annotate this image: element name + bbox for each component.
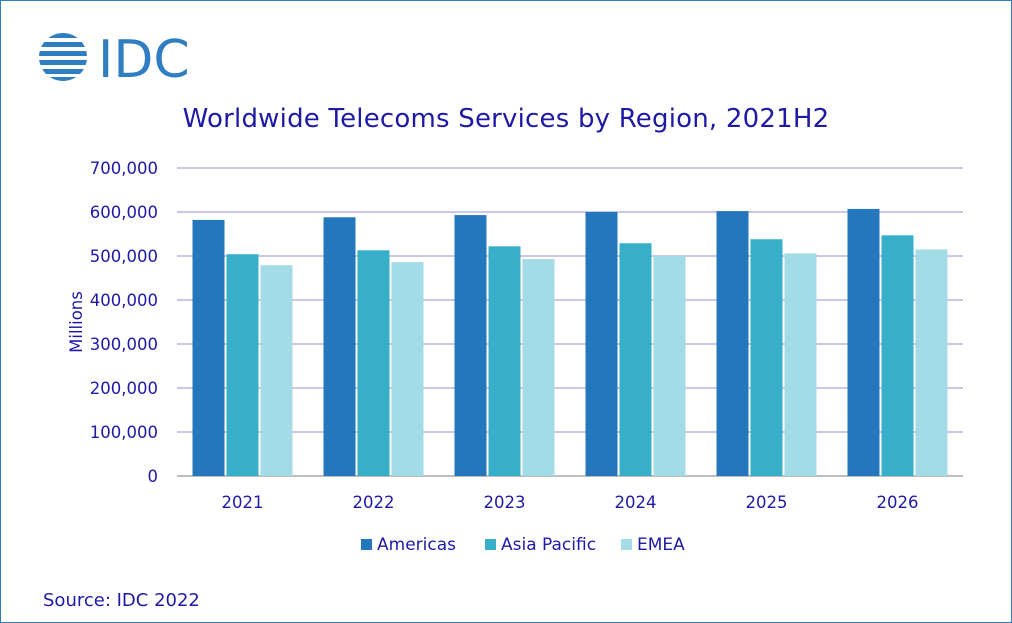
legend-label-emea: EMEA <box>637 535 685 555</box>
bar-emea-2021 <box>260 265 293 476</box>
y-tick-label: 100,000 <box>90 423 158 442</box>
globe-icon <box>39 33 87 81</box>
bar-asia-pacific-2024 <box>619 243 652 476</box>
y-tick-label: 700,000 <box>90 159 158 178</box>
bar-americas-2022 <box>323 217 356 476</box>
x-tick-label: 2023 <box>484 493 526 512</box>
bar-americas-2024 <box>585 212 618 476</box>
x-tick-label: 2022 <box>353 493 395 512</box>
bar-asia-pacific-2022 <box>357 250 390 476</box>
y-tick-label: 0 <box>148 467 159 486</box>
idc-logo: IDC <box>39 32 190 82</box>
legend-label-americas: Americas <box>377 535 456 555</box>
y-tick-label: 200,000 <box>90 379 158 398</box>
bar-asia-pacific-2021 <box>226 254 259 476</box>
bar-americas-2023 <box>454 215 487 476</box>
bar-emea-2026 <box>915 249 948 476</box>
legend-swatch-emea <box>621 539 632 550</box>
legend-swatch-americas <box>361 539 372 550</box>
y-axis-label: Millions <box>67 291 86 353</box>
x-tick-label: 2024 <box>615 493 657 512</box>
bar-asia-pacific-2023 <box>488 246 521 476</box>
x-tick-label: 2021 <box>222 493 264 512</box>
bar-americas-2021 <box>192 219 225 477</box>
bar-asia-pacific-2025 <box>750 239 783 476</box>
bar-americas-2025 <box>716 211 749 476</box>
bar-emea-2025 <box>784 253 817 476</box>
bar-emea-2022 <box>391 262 424 476</box>
bar-emea-2023 <box>522 259 555 476</box>
chart-title: Worldwide Telecoms Services by Region, 2… <box>182 104 830 134</box>
y-tick-label: 300,000 <box>90 335 158 354</box>
legend-swatch-asia-pacific <box>485 539 496 550</box>
y-tick-label: 500,000 <box>90 247 158 266</box>
bar-asia-pacific-2026 <box>881 235 914 476</box>
y-tick-label: 600,000 <box>90 203 158 222</box>
source-note: Source: IDC 2022 <box>43 590 200 611</box>
bar-emea-2024 <box>653 256 686 476</box>
logo-text: IDC <box>98 32 190 82</box>
bar-americas-2026 <box>847 208 880 477</box>
x-tick-label: 2025 <box>746 493 788 512</box>
x-tick-label: 2026 <box>877 493 919 512</box>
y-tick-label: 400,000 <box>90 291 158 310</box>
legend-label-asia-pacific: Asia Pacific <box>501 535 596 555</box>
